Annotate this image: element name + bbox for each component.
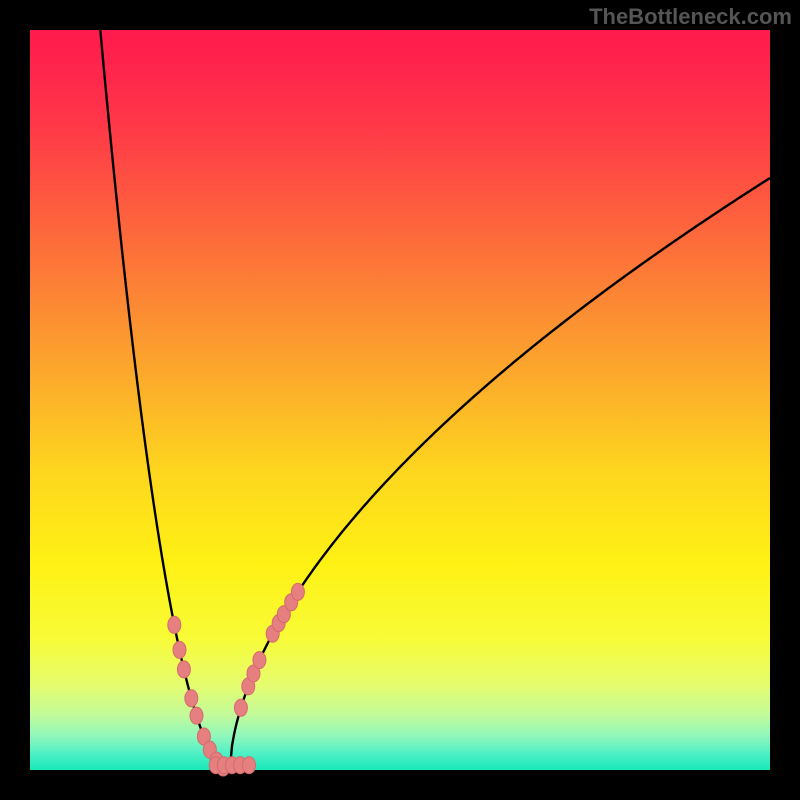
data-marker [190, 707, 203, 724]
data-marker [253, 652, 266, 669]
data-marker [177, 661, 190, 678]
data-marker [243, 757, 256, 774]
chart-background [30, 30, 770, 770]
data-marker [291, 583, 304, 600]
bottleneck-chart: TheBottleneck.com [0, 0, 800, 800]
data-marker [168, 616, 181, 633]
data-marker [185, 690, 198, 707]
watermark-label: TheBottleneck.com [589, 4, 792, 30]
data-marker [173, 641, 186, 658]
chart-svg [0, 0, 800, 800]
data-marker [234, 699, 247, 716]
